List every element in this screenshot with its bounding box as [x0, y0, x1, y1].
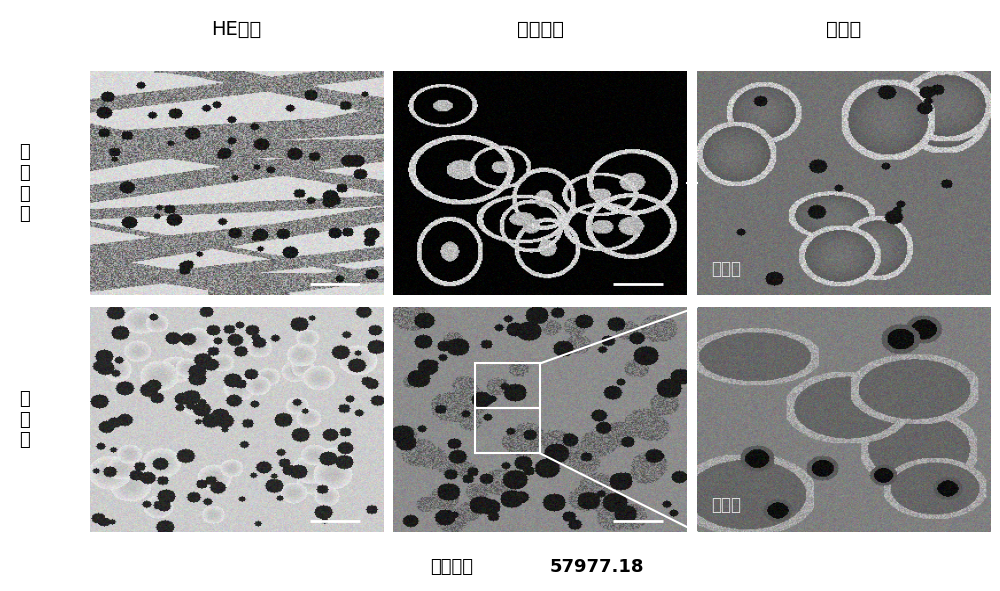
Bar	[475, 363, 540, 408]
Bar	[475, 408, 540, 453]
Text: 放大图: 放大图	[826, 20, 861, 39]
Text: 正
常
乳
腺: 正 常 乳 腺	[20, 143, 30, 223]
Text: 57977.18: 57977.18	[550, 558, 644, 576]
Text: 荧光染色: 荧光染色	[516, 20, 564, 39]
Text: 多核仁: 多核仁	[711, 259, 741, 278]
Text: 乳
腺
癌: 乳 腺 癌	[20, 390, 30, 449]
Text: HE染色: HE染色	[212, 20, 262, 39]
Text: 病理号：: 病理号：	[430, 558, 473, 576]
Text: 大核仁: 大核仁	[711, 496, 741, 514]
